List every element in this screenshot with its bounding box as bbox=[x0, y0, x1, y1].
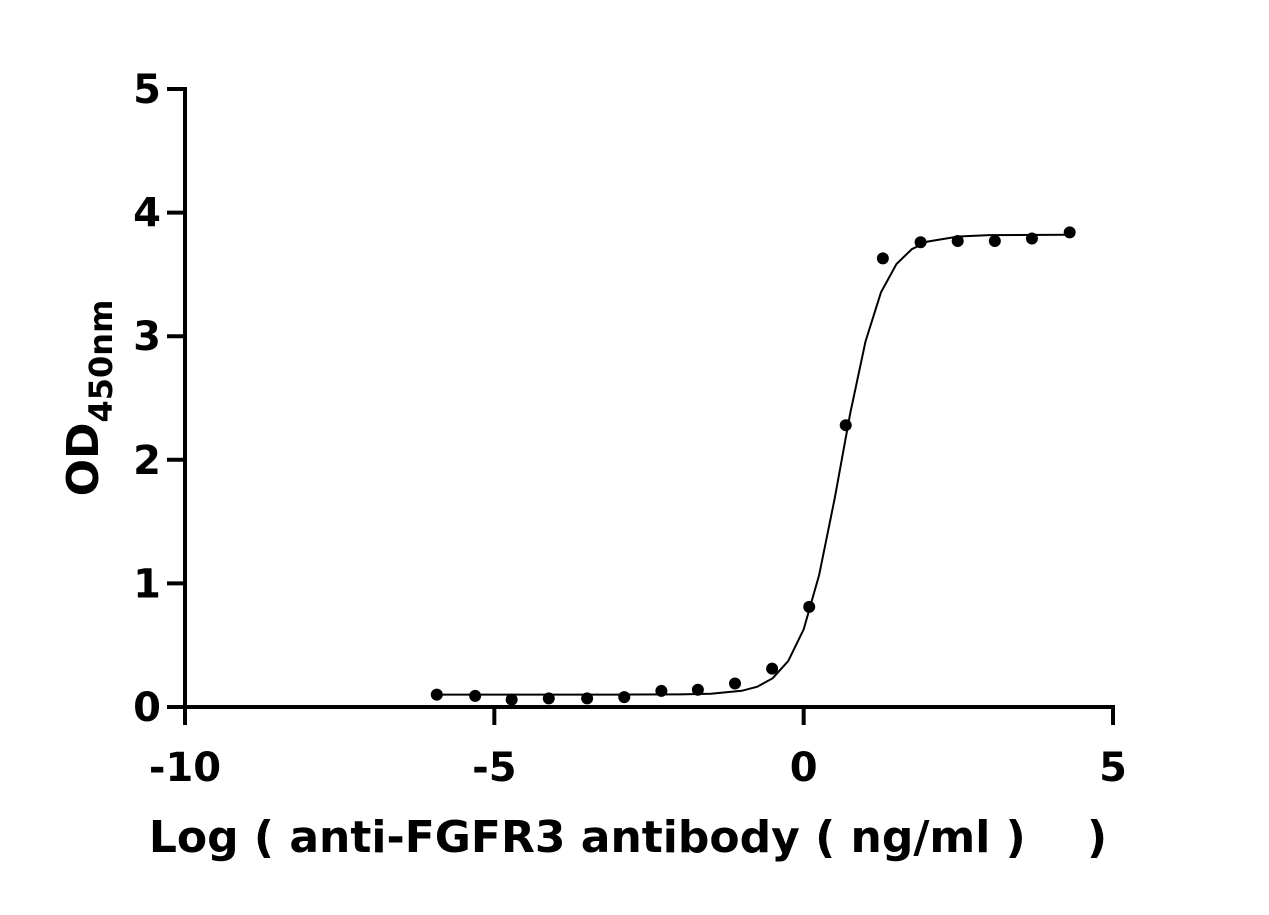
x-axis-label: Log ( anti-FGFR3 antibody ( ng/ml ) ) bbox=[149, 812, 1107, 863]
y-axis-label-main: OD bbox=[58, 422, 109, 496]
y-tick-label: 4 bbox=[133, 191, 161, 237]
data-point bbox=[766, 662, 779, 675]
x-tick-label: 0 bbox=[790, 745, 818, 791]
x-tick-label: 5 bbox=[1099, 745, 1127, 791]
data-point bbox=[469, 689, 482, 702]
data-point bbox=[728, 677, 741, 690]
y-tick-label: 5 bbox=[133, 67, 161, 113]
fit-curve bbox=[432, 233, 1070, 696]
y-tick-label: 2 bbox=[133, 438, 161, 484]
y-axis-label-sub: 450nm bbox=[82, 300, 120, 423]
data-point bbox=[839, 419, 852, 432]
y-axis-label: OD450nm bbox=[58, 300, 120, 497]
data-point bbox=[876, 252, 889, 265]
data-point bbox=[505, 693, 518, 706]
y-tick-label: 0 bbox=[133, 685, 161, 731]
data-point bbox=[691, 683, 704, 696]
x-tick-label: -5 bbox=[472, 745, 516, 791]
data-point bbox=[1063, 226, 1076, 239]
data-point bbox=[618, 691, 631, 704]
y-tick-label: 1 bbox=[133, 561, 161, 607]
x-tick-label: -10 bbox=[149, 745, 221, 791]
y-tick-label: 3 bbox=[133, 314, 161, 360]
data-point bbox=[988, 235, 1001, 248]
